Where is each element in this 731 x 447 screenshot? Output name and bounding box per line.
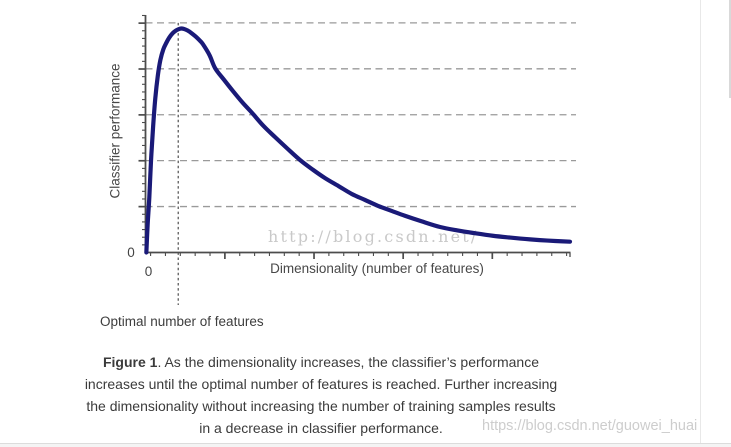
bottom-right-watermark: https://blog.csdn.net/guowei_huai: [482, 418, 698, 434]
caption-line-1-text: . As the dimensionality increases, the c…: [157, 354, 540, 370]
y-axis-label: Classifier performance: [107, 63, 123, 199]
x-axis-label: Dimensionality (number of features): [270, 261, 484, 276]
content-right-border: [700, 0, 701, 443]
scrollbar-thumb[interactable]: [729, 0, 731, 98]
caption-line-2: increases until the optimal number of fe…: [84, 376, 558, 392]
x-axis-zero-tick-label: 0: [144, 264, 153, 279]
bottom-page-divider: [0, 443, 731, 447]
center-watermark: http://blog.csdn.net/: [268, 227, 479, 246]
optimal-features-annotation: Optimal number of features: [100, 314, 264, 329]
performance-curve: [144, 26, 573, 255]
figure-caption: Figure 1. As the dimensionality increase…: [61, 351, 581, 439]
caption-line-4: in a decrease in classifier performance.: [199, 420, 443, 436]
caption-line-1: Figure 1. As the dimensionality increase…: [61, 351, 581, 373]
caption-line-3: the dimensionality without increasing th…: [86, 398, 556, 414]
y-axis-zero-tick-label: 0: [127, 245, 135, 260]
figure-number: Figure 1: [102, 354, 158, 370]
